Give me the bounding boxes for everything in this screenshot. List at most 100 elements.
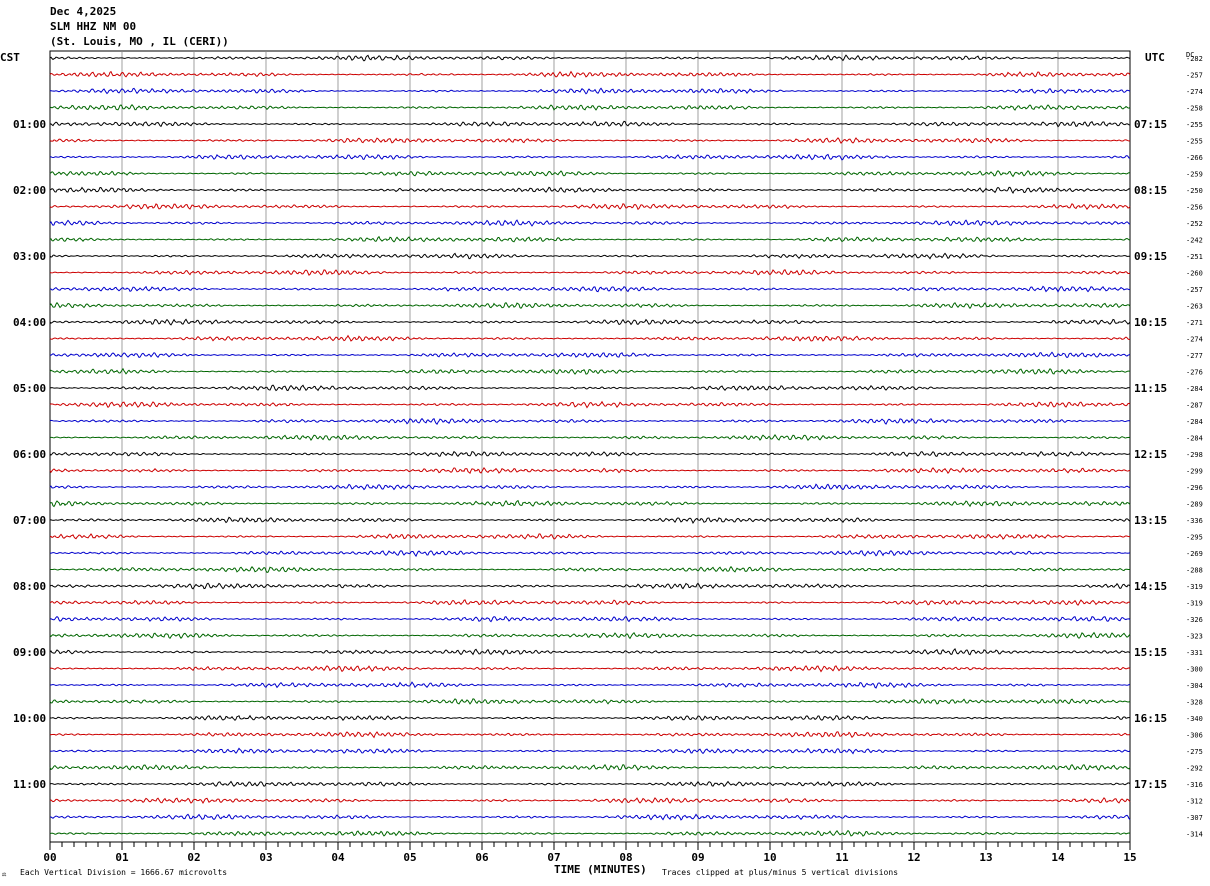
trace-line bbox=[49, 565, 1131, 573]
dc-value-label: -304 bbox=[1186, 682, 1203, 690]
date-label: Dec 4,2025 bbox=[50, 5, 117, 18]
utc-hour-label: 14:15 bbox=[1134, 580, 1167, 593]
x-tick-label: 15 bbox=[1123, 851, 1136, 864]
trace-line bbox=[49, 829, 1131, 837]
dc-column-label: DC bbox=[1186, 51, 1194, 59]
utc-hour-label: 12:15 bbox=[1134, 448, 1167, 461]
x-tick-label: 13 bbox=[979, 851, 992, 864]
trace-line bbox=[49, 70, 1131, 78]
dc-value-label: -271 bbox=[1186, 319, 1203, 327]
utc-hour-label: 13:15 bbox=[1134, 514, 1167, 527]
cst-hour-label: 01:00 bbox=[13, 118, 46, 131]
x-tick-label: 12 bbox=[907, 851, 920, 864]
utc-hour-label: 17:15 bbox=[1134, 778, 1167, 791]
trace-line bbox=[49, 483, 1131, 491]
dc-value-label: -319 bbox=[1186, 583, 1203, 591]
dc-value-label: -255 bbox=[1186, 138, 1203, 146]
cst-hour-label: 11:00 bbox=[13, 778, 46, 791]
dc-value-label: -252 bbox=[1186, 220, 1203, 228]
utc-hour-label: 08:15 bbox=[1134, 184, 1167, 197]
footer-mark: ⚖ bbox=[2, 870, 7, 878]
utc-hour-label: 16:15 bbox=[1134, 712, 1167, 725]
dc-value-label: -282 bbox=[1186, 55, 1203, 63]
dc-value-label: -312 bbox=[1186, 798, 1203, 806]
trace-line bbox=[49, 120, 1131, 128]
x-tick-label: 05 bbox=[403, 851, 416, 864]
trace-line bbox=[49, 665, 1131, 673]
trace-line bbox=[49, 269, 1131, 276]
trace-line bbox=[49, 516, 1131, 524]
seismic-traces bbox=[49, 54, 1131, 837]
trace-line bbox=[49, 714, 1131, 722]
dc-value-label: -269 bbox=[1186, 550, 1203, 558]
trace-line bbox=[49, 384, 1131, 392]
dc-value-label: -323 bbox=[1186, 633, 1203, 641]
dc-value-label: -284 bbox=[1186, 385, 1203, 393]
station-label: SLM HHZ NM 00 bbox=[50, 20, 137, 33]
trace-line bbox=[49, 813, 1131, 821]
x-tick-label: 08 bbox=[619, 851, 632, 864]
dc-value-label: -306 bbox=[1186, 732, 1203, 740]
x-tick-label: 09 bbox=[691, 851, 704, 864]
cst-hour-label: 04:00 bbox=[13, 316, 46, 329]
trace-line bbox=[49, 186, 1131, 195]
x-tick-label: 07 bbox=[547, 851, 560, 864]
x-tick-label: 10 bbox=[763, 851, 776, 864]
dc-value-label: -296 bbox=[1186, 484, 1203, 492]
trace-line bbox=[49, 550, 1131, 558]
dc-value-label: -274 bbox=[1186, 336, 1203, 344]
x-tick-label: 01 bbox=[115, 851, 129, 864]
trace-line bbox=[49, 169, 1131, 178]
utc-hour-label: 15:15 bbox=[1134, 646, 1167, 659]
trace-line bbox=[49, 533, 1131, 540]
dc-value-label: -277 bbox=[1186, 352, 1203, 360]
trace-line bbox=[49, 467, 1131, 475]
trace-line bbox=[49, 351, 1131, 359]
dc-value-label: -292 bbox=[1186, 765, 1203, 773]
trace-line bbox=[49, 400, 1131, 409]
x-tick-label: 00 bbox=[43, 851, 56, 864]
dc-value-label: -260 bbox=[1186, 270, 1203, 278]
dc-value-label: -319 bbox=[1186, 600, 1203, 608]
dc-value-label: -314 bbox=[1186, 831, 1203, 839]
trace-line bbox=[49, 153, 1131, 161]
cst-hour-label: 10:00 bbox=[13, 712, 46, 725]
location-label: (St. Louis, MO , IL (CERI)) bbox=[50, 35, 229, 48]
dc-value-label: -300 bbox=[1186, 666, 1203, 674]
dc-value-label: -298 bbox=[1186, 451, 1203, 459]
cst-hour-label: 02:00 bbox=[13, 184, 46, 197]
x-tick-label: 04 bbox=[331, 851, 345, 864]
trace-line bbox=[49, 417, 1131, 426]
clip-note: Traces clipped at plus/minus 5 vertical … bbox=[662, 868, 899, 877]
cst-axis-label: CST bbox=[0, 51, 20, 64]
trace-line bbox=[49, 54, 1131, 62]
dc-value-label: -284 bbox=[1186, 418, 1203, 426]
dc-value-label: -251 bbox=[1186, 253, 1203, 261]
cst-hour-label: 06:00 bbox=[13, 448, 46, 461]
trace-line bbox=[49, 797, 1131, 805]
dc-value-label: -284 bbox=[1186, 435, 1203, 443]
plot-frame bbox=[49, 50, 1131, 843]
dc-value-label: -274 bbox=[1186, 88, 1203, 96]
grid bbox=[49, 50, 1131, 850]
dc-value-label: -242 bbox=[1186, 237, 1203, 245]
dc-value-label: -328 bbox=[1186, 699, 1203, 707]
dc-value-label: -259 bbox=[1186, 171, 1203, 179]
trace-line bbox=[49, 780, 1131, 787]
cst-hour-label: 09:00 bbox=[13, 646, 46, 659]
x-axis-label: TIME (MINUTES) bbox=[554, 863, 647, 876]
trace-line bbox=[49, 87, 1131, 95]
trace-line bbox=[49, 648, 1131, 656]
dc-value-label: -331 bbox=[1186, 649, 1203, 657]
cst-hour-label: 05:00 bbox=[13, 382, 46, 395]
dc-value-label: -316 bbox=[1186, 781, 1203, 789]
trace-line bbox=[49, 681, 1131, 689]
dc-value-label: -288 bbox=[1186, 567, 1203, 575]
dc-value-label: -263 bbox=[1186, 303, 1203, 311]
dc-value-label: -287 bbox=[1186, 402, 1203, 410]
header: Dec 4,2025 SLM HHZ NM 00 (St. Louis, MO … bbox=[50, 4, 229, 49]
trace-line bbox=[49, 334, 1131, 342]
trace-line bbox=[49, 763, 1131, 771]
utc-hour-label: 07:15 bbox=[1134, 118, 1167, 131]
trace-line bbox=[49, 219, 1131, 227]
